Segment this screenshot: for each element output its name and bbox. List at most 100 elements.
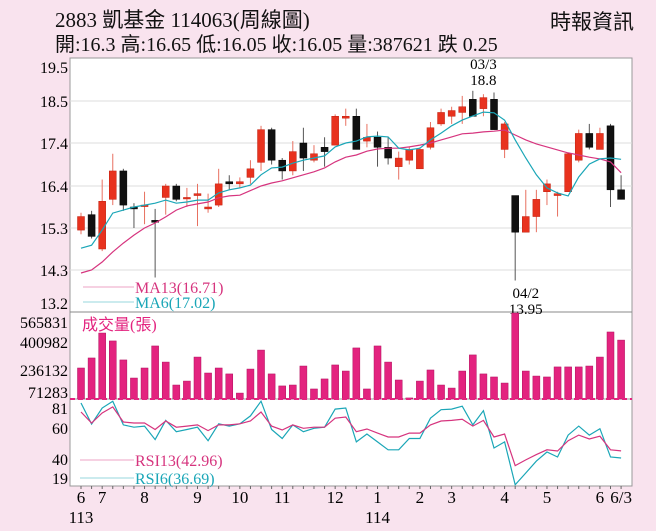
x-month-label: 12 (327, 488, 344, 507)
low-date-label: 04/2 (512, 286, 539, 302)
volume-bar (522, 370, 530, 400)
volume-bar (490, 376, 498, 400)
candle-down (119, 170, 128, 206)
price-tick-label: 15.3 (40, 221, 68, 238)
volume-bar (225, 373, 234, 400)
candle-up (214, 183, 223, 206)
candle-down (469, 99, 477, 117)
candle-down (267, 129, 276, 161)
candle-up (342, 116, 350, 119)
candle-up (77, 216, 85, 231)
volume-bar (98, 332, 106, 400)
volume-bar (574, 366, 583, 400)
volume-bar (606, 331, 615, 400)
ma-legend-label: MA13(16.71) (135, 280, 223, 297)
volume-bar (267, 373, 276, 400)
candle-up (161, 185, 170, 198)
candle-down (585, 133, 594, 148)
volume-bar (532, 375, 541, 400)
candle-up (183, 197, 191, 200)
volume-bar (161, 361, 170, 400)
volume-bar (437, 384, 445, 400)
volume-bar (320, 378, 329, 400)
candle-up (500, 123, 509, 150)
volume-bar (394, 379, 403, 400)
high-date-label: 03/3 (470, 57, 497, 73)
volume-bar (130, 377, 138, 400)
volume-bar (246, 368, 255, 400)
rsi-legend-label: RSI13(42.96) (135, 453, 223, 470)
volume-bar (278, 385, 286, 400)
x-year-label: 114 (365, 508, 390, 527)
volume-tick-label: 236132 (20, 363, 68, 380)
candle-up (458, 106, 466, 113)
volume-bar (373, 345, 382, 400)
candle-up (236, 181, 244, 185)
candle-up (574, 133, 583, 161)
volume-bar (479, 373, 488, 400)
candle-down (172, 185, 181, 200)
candle-up (109, 170, 117, 200)
candle-up (289, 151, 297, 172)
volume-tick-label: 565831 (20, 315, 68, 332)
ma-legend-label: MA6(17.02) (135, 295, 215, 312)
volume-bar (331, 364, 339, 400)
volume-bar (447, 387, 456, 400)
ma13-line (80, 129, 622, 274)
volume-bar (596, 356, 604, 400)
rsi-panel (69, 398, 633, 487)
volume-bar (363, 388, 371, 400)
volume-bar (299, 365, 308, 400)
brand-name: 時報資訊 (550, 10, 634, 34)
price-tick-label: 16.4 (40, 179, 68, 196)
volume-bar (553, 366, 562, 400)
rsi-legend-label: RSI6(36.69) (135, 471, 215, 488)
volume-bar (204, 372, 212, 400)
candle-down (511, 195, 519, 233)
price-tick-label: 19.5 (40, 60, 68, 77)
volume-bar (500, 382, 509, 400)
candle-down (617, 189, 625, 200)
candle-up (204, 206, 212, 210)
candle-up (596, 133, 604, 150)
volume-bar (140, 367, 149, 400)
volume-bar (543, 376, 551, 400)
candle-up (193, 193, 202, 196)
x-month-label: 6 (77, 488, 86, 507)
candle-up (532, 199, 541, 217)
volume-tick-label: 400982 (20, 335, 68, 352)
x-month-label: 5 (543, 488, 552, 507)
x-month-label: 2 (416, 488, 425, 507)
volume-tick-label: 71283 (28, 385, 68, 402)
x-month-label: 6 (596, 488, 605, 507)
volume-bar (119, 359, 128, 400)
volume-bar (426, 369, 435, 400)
volume-bar (87, 357, 96, 400)
candle-up (479, 97, 488, 109)
volume-bar (193, 356, 202, 400)
volume-bar (511, 312, 519, 400)
x-month-label: 4 (500, 488, 509, 507)
x-month-label: 11 (274, 488, 290, 507)
volume-bar (458, 370, 466, 400)
x-month-label: 3 (447, 488, 456, 507)
candle-down (225, 181, 234, 185)
x-month-label: 6/3 (610, 488, 632, 507)
candle-up (331, 116, 339, 146)
volume-bar (214, 367, 223, 400)
volume-bar (310, 388, 318, 400)
chart-title: 2883 凱基金 114063(周線圖) (55, 8, 310, 32)
rsi-tick-label: 19 (52, 471, 68, 488)
volume-bar (342, 370, 350, 400)
candle-up (447, 110, 456, 117)
ma6-line (80, 111, 622, 249)
candle-up (257, 129, 265, 163)
volume-bar (469, 354, 477, 400)
x-month-label: 1 (373, 488, 382, 507)
x-month-label: 10 (231, 488, 248, 507)
price-tick-label: 14.3 (40, 263, 68, 280)
candle-down (373, 137, 382, 148)
quote-summary: 開:16.3 高:16.65 低:16.05 收:16.05 量:387621 … (55, 34, 498, 56)
candle-down (87, 214, 96, 237)
